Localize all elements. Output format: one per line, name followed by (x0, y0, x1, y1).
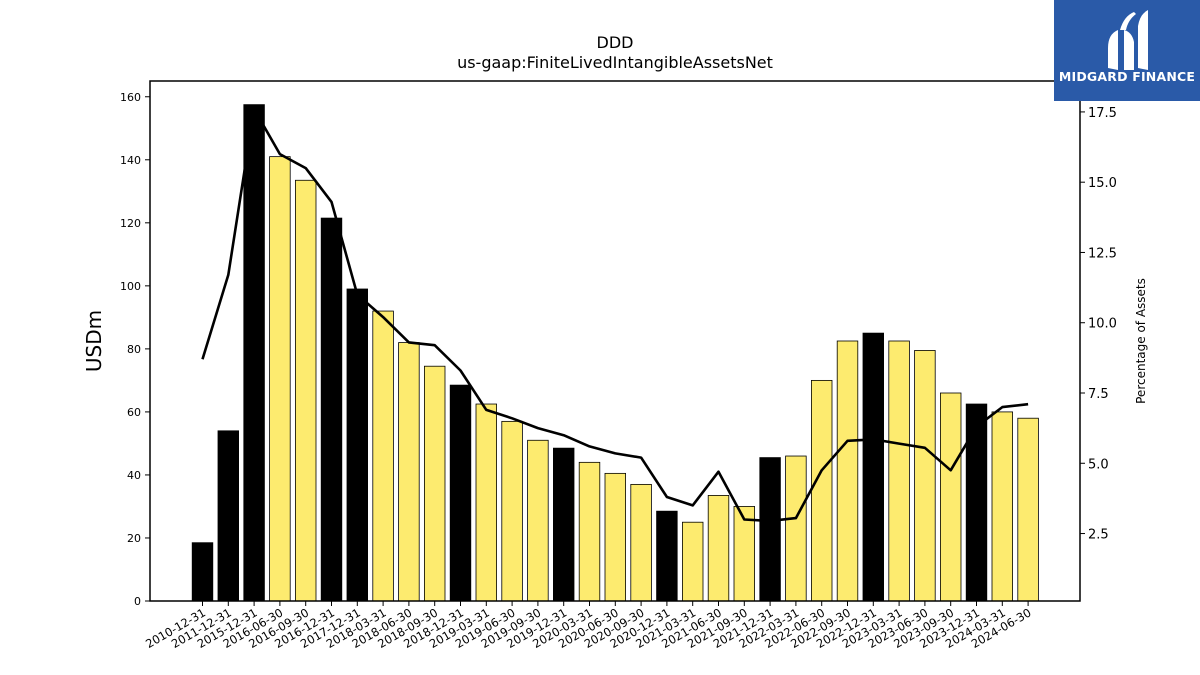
bar (785, 455, 807, 602)
y-tick-label: 100 (120, 280, 141, 293)
bar (836, 340, 859, 602)
bar (475, 403, 498, 602)
y2-tick-label: 12.5 (1088, 246, 1117, 261)
y-tick-label: 0 (134, 595, 141, 608)
bar (630, 483, 652, 602)
bar (398, 342, 420, 602)
bar (449, 384, 472, 602)
bar (940, 392, 962, 602)
y2-tick-label: 2.5 (1088, 528, 1109, 543)
bar (217, 430, 240, 602)
bar (320, 217, 343, 602)
bar (914, 350, 936, 602)
y-tick-label: 40 (127, 469, 141, 482)
bar (527, 439, 549, 602)
chart-title: DDD (597, 33, 634, 52)
bar (294, 179, 317, 602)
y-tick-label: 60 (127, 406, 141, 419)
bar (888, 340, 910, 602)
y-tick-label: 140 (120, 154, 141, 167)
midgard-finance-logo: MIDGARD FINANCE (1054, 0, 1200, 101)
bar (553, 447, 575, 602)
bar (965, 403, 988, 602)
percentage-line (201, 107, 1029, 523)
bar (372, 310, 394, 602)
bar (578, 461, 601, 602)
y-axis-label: USDm (82, 310, 106, 372)
logo-text: MIDGARD FINANCE (1058, 69, 1196, 84)
bar (243, 104, 265, 602)
midgard-logo-icon (1108, 10, 1148, 70)
bar (191, 542, 214, 602)
bar (269, 156, 291, 602)
y2-tick-label: 5.0 (1088, 457, 1109, 472)
y2-tick-label: 15.0 (1088, 176, 1117, 191)
bar (862, 332, 885, 602)
y-tick-label: 80 (127, 343, 141, 356)
y2-tick-label: 7.5 (1088, 387, 1109, 402)
y2-axis-label: Percentage of Assets (1134, 278, 1148, 404)
bar (346, 288, 369, 602)
bar (707, 495, 730, 602)
bar (501, 420, 523, 602)
chart-subtitle: us-gaap:FiniteLivedIntangibleAssetsNet (457, 53, 773, 72)
y-tick-label: 160 (120, 91, 141, 104)
y-tick-label: 120 (120, 217, 141, 230)
bar (604, 472, 627, 602)
bar (811, 379, 833, 602)
bar (759, 457, 781, 602)
y2-tick-label: 10.0 (1088, 317, 1117, 332)
bar (656, 510, 678, 602)
bar (423, 365, 446, 602)
y-tick-label: 20 (127, 532, 141, 545)
bar (991, 411, 1014, 602)
y2-tick-label: 17.5 (1088, 106, 1117, 121)
bar (682, 521, 704, 602)
bar (1017, 417, 1039, 602)
